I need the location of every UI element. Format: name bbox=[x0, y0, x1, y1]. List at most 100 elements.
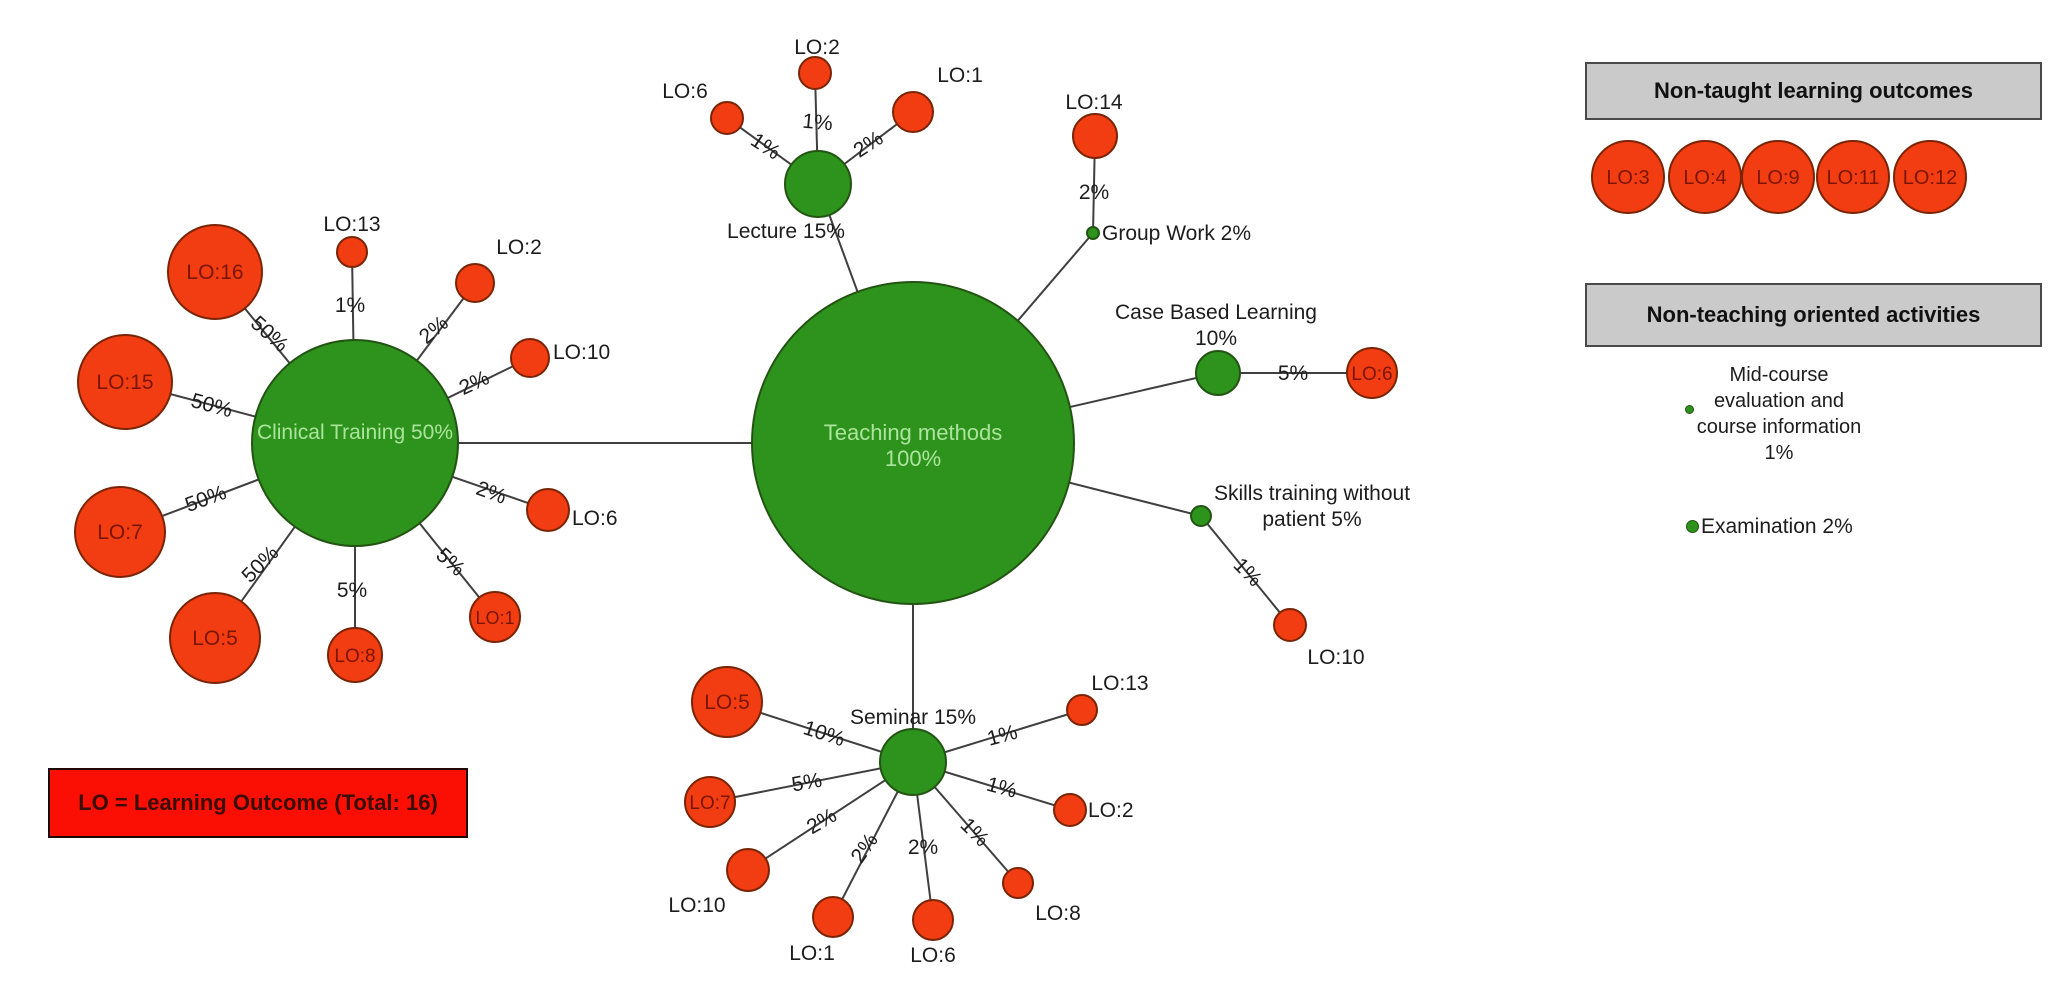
label-nontaught-lo4: LO:4 bbox=[1683, 167, 1726, 189]
label-seminar-lo13: LO:13 bbox=[1091, 672, 1148, 695]
edge-label-seminar-to-seminar-lo10: 2% bbox=[803, 804, 841, 839]
edge-label-seminar-to-seminar-lo2: 1% bbox=[984, 773, 1019, 803]
label-seminar-lo10: LO:10 bbox=[668, 894, 725, 917]
label-clinical-lo6: LO:6 bbox=[572, 507, 618, 530]
label-clinical-lo7: LO:7 bbox=[97, 521, 143, 544]
edge-label-seminar-to-seminar-lo13: 1% bbox=[985, 721, 1020, 751]
label-nontaught-lo12: LO:12 bbox=[1903, 167, 1957, 189]
node-clinical-lo6 bbox=[526, 488, 570, 532]
node-seminar-lo1 bbox=[812, 896, 854, 938]
node-clinical-lo5 bbox=[169, 592, 261, 684]
node-lecture-lo6 bbox=[710, 101, 744, 135]
non-taught-panel-title: Non-taught learning outcomes bbox=[1654, 78, 1973, 103]
label-skills-training: Skills training without patient 5% bbox=[1214, 482, 1410, 531]
edge-label-lecture-to-lecture-lo6: 1% bbox=[747, 129, 785, 165]
node-clinical-lo8 bbox=[327, 627, 383, 683]
node-clinical-lo15 bbox=[77, 334, 173, 430]
edge-label-clinical-training-to-clinical-lo6: 2% bbox=[473, 477, 509, 509]
label-clinical-lo8: LO:8 bbox=[334, 646, 375, 667]
label-seminar-lo5: LO:5 bbox=[704, 691, 750, 714]
edge-label-seminar-to-seminar-lo7: 5% bbox=[790, 769, 824, 797]
examination-dot-icon bbox=[1686, 520, 1699, 533]
label-clinical-lo5: LO:5 bbox=[192, 627, 238, 650]
non-taught-panel-header: Non-taught learning outcomes bbox=[1585, 62, 2042, 120]
edge-label-clinical-training-to-clinical-lo15: 50% bbox=[188, 389, 235, 422]
label-seminar-lo2: LO:2 bbox=[1088, 799, 1134, 822]
edge-label-clinical-training-to-clinical-lo5: 50% bbox=[237, 541, 283, 587]
node-clinical-lo13 bbox=[336, 236, 368, 268]
node-groupwork-lo14 bbox=[1072, 113, 1118, 159]
label-seminar-lo6: LO:6 bbox=[910, 944, 956, 967]
node-clinical-lo1 bbox=[469, 591, 521, 643]
node-clinical-lo7 bbox=[74, 486, 166, 578]
label-seminar: Seminar 15% bbox=[850, 706, 976, 729]
node-seminar-lo5 bbox=[691, 666, 763, 738]
node-nontaught-lo12 bbox=[1893, 140, 1967, 214]
node-clinical-lo10 bbox=[510, 338, 550, 378]
label-case-based-learning: Case Based Learning 10% bbox=[1115, 301, 1317, 350]
label-nontaught-lo11: LO:11 bbox=[1827, 167, 1880, 189]
edge-label-clinical-training-to-clinical-lo1: 5% bbox=[431, 543, 469, 580]
edge-label-clinical-training-to-clinical-lo2: 2% bbox=[415, 311, 453, 348]
legend-box: LO = Learning Outcome (Total: 16) bbox=[48, 768, 468, 838]
node-clinical-training bbox=[251, 339, 459, 547]
edge-label-clinical-training-to-clinical-lo7: 50% bbox=[182, 481, 229, 517]
label-seminar-lo1: LO:1 bbox=[789, 942, 835, 965]
node-seminar-lo2 bbox=[1053, 793, 1087, 827]
node-seminar-lo8 bbox=[1002, 867, 1034, 899]
node-nontaught-lo11 bbox=[1816, 140, 1890, 214]
label-clinical-lo15: LO:15 bbox=[96, 371, 153, 394]
label-casebased-lo6: LO:6 bbox=[1351, 364, 1392, 385]
node-seminar-lo7 bbox=[684, 776, 736, 828]
non-teaching-panel-title: Non-teaching oriented activities bbox=[1646, 302, 1981, 327]
edge-label-clinical-training-to-clinical-lo13: 1% bbox=[335, 294, 365, 317]
edge-label-case-based-learning-to-casebased-lo6: 5% bbox=[1278, 362, 1308, 385]
label-lecture-lo1: LO:1 bbox=[937, 64, 983, 87]
non-teaching-panel-header: Non-teaching oriented activities bbox=[1585, 283, 2042, 347]
label-clinical-lo1: LO:1 bbox=[475, 608, 514, 628]
node-seminar-lo13 bbox=[1066, 694, 1098, 726]
node-lecture-lo2 bbox=[798, 56, 832, 90]
node-group-work bbox=[1086, 226, 1100, 240]
label-nontaught-lo3: LO:3 bbox=[1606, 167, 1649, 189]
label-groupwork-lo14: LO:14 bbox=[1065, 91, 1123, 114]
edge-label-clinical-training-to-clinical-lo10: 2% bbox=[456, 366, 493, 400]
label-seminar-lo8: LO:8 bbox=[1035, 902, 1081, 925]
node-seminar-lo10 bbox=[726, 848, 770, 892]
edge-seminar-to-seminar-lo7 bbox=[709, 761, 914, 803]
node-skills-lo10 bbox=[1273, 608, 1307, 642]
node-case-based-learning bbox=[1195, 350, 1241, 396]
mid-course-evaluation-label: Mid-course evaluation and course informa… bbox=[1696, 364, 1862, 464]
label-clinical-lo2: LO:2 bbox=[496, 236, 542, 259]
node-nontaught-lo3 bbox=[1591, 140, 1665, 214]
mid-course-dot-icon bbox=[1685, 405, 1694, 414]
label-clinical-lo10: LO:10 bbox=[553, 341, 610, 364]
node-teaching-methods bbox=[751, 281, 1075, 605]
node-seminar-lo6 bbox=[912, 899, 954, 941]
node-seminar bbox=[879, 728, 947, 796]
label-group-work: Group Work 2% bbox=[1102, 222, 1251, 245]
legend-label: LO = Learning Outcome (Total: 16) bbox=[78, 790, 438, 815]
label-lecture: Lecture 15% bbox=[727, 220, 845, 243]
node-nontaught-lo9 bbox=[1741, 140, 1815, 214]
examination-label: Examination 2% bbox=[1701, 515, 1853, 538]
label-clinical-training: Clinical Training 50% bbox=[257, 421, 453, 444]
node-lecture bbox=[784, 150, 852, 218]
label-seminar-lo7: LO:7 bbox=[689, 793, 730, 814]
edge-skills-training-to-skills-lo10 bbox=[1200, 515, 1291, 626]
label-nontaught-lo9: LO:9 bbox=[1756, 167, 1799, 189]
edge-label-lecture-to-lecture-lo2: 1% bbox=[801, 110, 833, 136]
node-clinical-lo2 bbox=[455, 263, 495, 303]
edge-label-skills-training-to-skills-lo10: 1% bbox=[1229, 554, 1267, 592]
edge-label-seminar-to-seminar-lo1: 2% bbox=[847, 829, 883, 867]
label-lecture-lo6: LO:6 bbox=[662, 80, 708, 103]
label-lecture-lo2: LO:2 bbox=[794, 36, 840, 59]
edge-label-clinical-training-to-clinical-lo8: 5% bbox=[337, 579, 367, 602]
label-skills-lo10: LO:10 bbox=[1307, 646, 1364, 669]
label-clinical-lo16: LO:16 bbox=[186, 261, 243, 284]
node-clinical-lo16 bbox=[167, 224, 263, 320]
node-lecture-lo1 bbox=[892, 91, 934, 133]
edge-label-groupwork-lo14-to-group-work: 2% bbox=[1079, 181, 1109, 204]
